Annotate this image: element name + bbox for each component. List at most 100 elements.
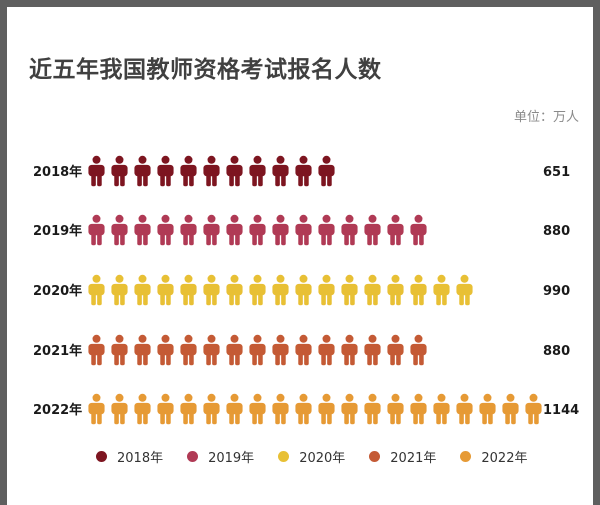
chart-title: 近五年我国教师资格考试报名人数: [29, 57, 382, 83]
person-icon: [111, 274, 128, 306]
person-icon: [134, 274, 151, 306]
person-icon: [88, 393, 105, 425]
person-icon: [295, 155, 312, 187]
value-label: 880: [543, 224, 570, 239]
person-icon: [456, 274, 473, 306]
row-label: 2022年: [33, 402, 82, 418]
person-icon: [318, 155, 335, 187]
person-icon: [226, 334, 243, 366]
row-label: 2019年: [33, 223, 82, 239]
person-icon: [272, 214, 289, 246]
person-icon: [226, 155, 243, 187]
person-icon: [203, 274, 220, 306]
value-label: 1144: [543, 403, 579, 418]
value-label: 651: [543, 165, 570, 180]
person-icon: [157, 393, 174, 425]
person-icon: [295, 214, 312, 246]
person-icon: [111, 214, 128, 246]
person-icon: [157, 334, 174, 366]
person-icon: [249, 274, 266, 306]
person-icon: [433, 274, 450, 306]
person-icon: [318, 274, 335, 306]
person-icon: [341, 334, 358, 366]
unit-label: 单位：万人: [513, 110, 579, 125]
person-icon: [157, 214, 174, 246]
person-icon: [203, 393, 220, 425]
person-icon: [479, 393, 496, 425]
legend-item: 2018年: [96, 447, 163, 466]
person-icon: [203, 214, 220, 246]
person-icon: [111, 334, 128, 366]
row-label: 2021年: [33, 343, 82, 359]
person-icon: [318, 214, 335, 246]
person-icon: [387, 274, 404, 306]
legend-label: 2018年: [117, 451, 164, 466]
person-icon: [410, 334, 427, 366]
legend-item: 2022年: [460, 447, 527, 466]
person-icon: [272, 155, 289, 187]
row-label: 2018年: [33, 164, 82, 180]
person-icon: [364, 334, 381, 366]
legend-dot-icon: [369, 451, 381, 462]
legend-dot-icon: [278, 451, 290, 462]
person-icon: [318, 334, 335, 366]
person-icon: [134, 334, 151, 366]
legend-item: 2019年: [187, 447, 254, 466]
person-icon: [134, 214, 151, 246]
legend-item: 2020年: [278, 447, 345, 466]
person-icon: [249, 393, 266, 425]
person-icon: [364, 393, 381, 425]
person-icon: [272, 274, 289, 306]
person-icon: [180, 274, 197, 306]
person-icon: [157, 155, 174, 187]
legend-label: 2019年: [208, 451, 255, 466]
person-icon: [341, 393, 358, 425]
person-icon: [295, 274, 312, 306]
person-icon: [180, 393, 197, 425]
legend-dot-icon: [460, 451, 472, 462]
person-icon: [295, 393, 312, 425]
value-label: 990: [543, 284, 570, 299]
person-icon: [272, 393, 289, 425]
person-icon: [525, 393, 542, 425]
person-icon: [88, 334, 105, 366]
pictogram-row-4: 2022年 1144: [33, 393, 579, 425]
person-icon: [456, 393, 473, 425]
person-icon: [180, 334, 197, 366]
person-icon: [180, 155, 197, 187]
person-icon: [387, 393, 404, 425]
person-icon: [226, 214, 243, 246]
pictogram-row-2: 2020年 990: [33, 274, 570, 306]
value-label: 880: [543, 344, 570, 359]
pictogram-row-1: 2019年 880: [33, 214, 570, 246]
legend-item: 2021年: [369, 447, 436, 466]
person-icon: [272, 334, 289, 366]
row-label: 2020年: [33, 283, 82, 299]
person-icon: [433, 393, 450, 425]
person-icon: [134, 393, 151, 425]
legend-dot-icon: [96, 451, 107, 462]
person-icon: [226, 393, 243, 425]
chart-legend: 2018年 2019年 2020年 2021年 2022年: [96, 447, 551, 466]
person-icon: [111, 393, 128, 425]
pictogram-row-0: 2018年 651: [33, 155, 570, 187]
person-icon: [364, 274, 381, 306]
person-icon: [180, 214, 197, 246]
person-icon: [295, 334, 312, 366]
person-icon: [203, 155, 220, 187]
person-icon: [364, 214, 381, 246]
person-icon: [157, 274, 174, 306]
legend-dot-icon: [187, 451, 199, 462]
person-icon: [88, 155, 105, 187]
person-icon: [502, 393, 519, 425]
person-icon: [111, 155, 128, 187]
person-icon: [249, 155, 266, 187]
person-icon: [318, 393, 335, 425]
legend-label: 2021年: [390, 451, 437, 466]
pictogram-row-3: 2021年 880: [33, 334, 570, 366]
legend-label: 2022年: [481, 451, 528, 466]
person-icon: [387, 214, 404, 246]
person-icon: [341, 214, 358, 246]
person-icon: [341, 274, 358, 306]
person-icon: [88, 274, 105, 306]
